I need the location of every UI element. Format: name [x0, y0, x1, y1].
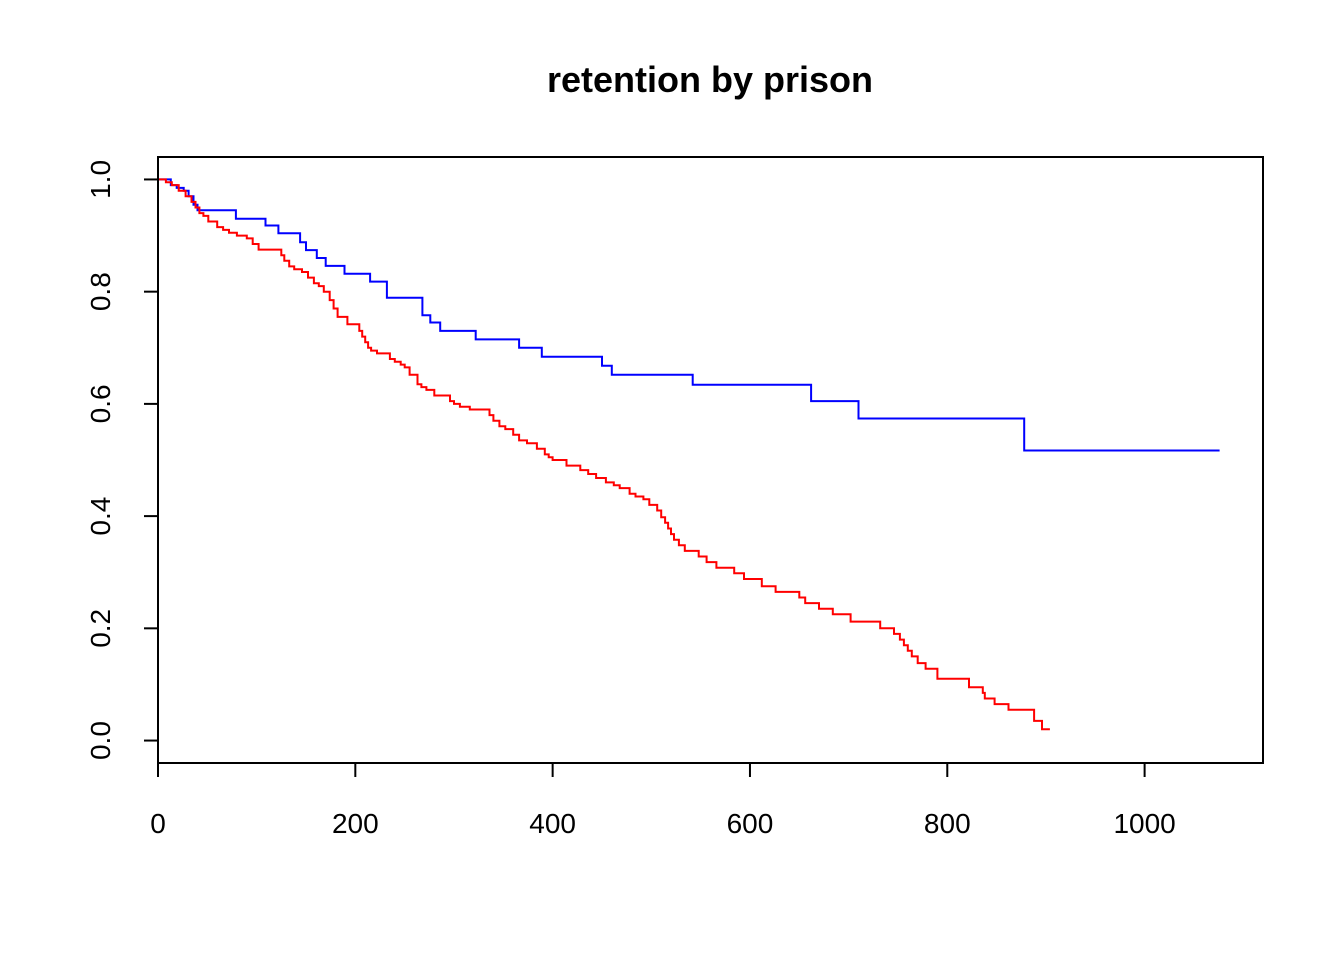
chart-title: retention by prison — [547, 59, 873, 100]
x-axis: 0 200 400 600 800 1000 — [150, 762, 1176, 839]
x-tick-label: 400 — [529, 808, 576, 839]
y-tick-label: 0.2 — [85, 609, 116, 648]
x-tick-label: 800 — [924, 808, 971, 839]
y-tick-label: 0.6 — [85, 384, 116, 423]
series-layer — [158, 178, 1220, 731]
series-line-1 — [158, 178, 1220, 452]
series-line-2 — [158, 178, 1050, 731]
y-tick-label: 0.0 — [85, 721, 116, 760]
plot-frame — [157, 156, 1264, 764]
y-tick-label: 0.4 — [85, 497, 116, 536]
x-tick-label: 600 — [727, 808, 774, 839]
y-tick-label: 0.8 — [85, 272, 116, 311]
y-axis: 0.0 0.2 0.4 0.6 0.8 1.0 — [85, 160, 159, 760]
y-tick-label: 1.0 — [85, 160, 116, 199]
x-tick-label: 0 — [150, 808, 166, 839]
x-tick-label: 1000 — [1113, 808, 1175, 839]
x-tick-label: 200 — [332, 808, 379, 839]
